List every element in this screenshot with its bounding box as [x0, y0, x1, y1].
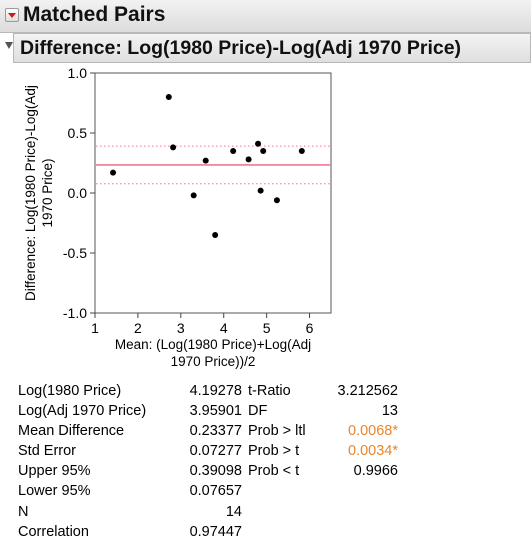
- red-triangle-menu-icon[interactable]: [5, 8, 19, 22]
- y-tick-label: -1.0: [63, 305, 87, 321]
- x-tick-label: 2: [134, 320, 142, 336]
- stat-label: N: [18, 503, 29, 520]
- stat-label: Upper 95%: [18, 463, 91, 480]
- stat-value: 3.95901: [189, 403, 242, 420]
- stat-value: 14: [225, 503, 242, 520]
- x-axis-title-line: 1970 Price))/2: [171, 354, 256, 369]
- stat-value: 4.19278: [189, 383, 242, 399]
- x-tick-label: 1: [91, 320, 99, 336]
- x-axis-title-line: Mean: (Log(1980 Price)+Log(Adj: [115, 337, 311, 352]
- stat-value: 0.23377: [189, 423, 242, 440]
- x-tick-label: 4: [220, 320, 228, 336]
- stat-label: Log(1980 Price): [18, 383, 122, 399]
- data-point: [255, 140, 262, 147]
- stat-label: Correlation: [18, 523, 89, 540]
- test-label: Prob > t: [248, 443, 300, 460]
- y-tick-label: 1.0: [68, 65, 88, 81]
- x-tick-label: 5: [263, 320, 271, 336]
- difference-outline-header[interactable]: Difference: Log(1980 Price)-Log(Adj 1970…: [13, 33, 531, 63]
- test-label: DF: [248, 403, 268, 420]
- test-value: 0.0034*: [348, 443, 398, 460]
- x-tick-label: 3: [177, 320, 185, 336]
- data-point: [165, 94, 172, 100]
- plot-frame: [94, 72, 332, 314]
- data-point: [110, 169, 117, 176]
- data-point: [230, 148, 237, 154]
- stat-value: 0.07657: [189, 483, 242, 500]
- data-point: [212, 232, 219, 238]
- test-label: Prob < t: [248, 463, 300, 480]
- data-point: [257, 187, 264, 194]
- stat-label: Std Error: [18, 443, 77, 460]
- outline-title: Difference: Log(1980 Price)-Log(Adj 1970…: [20, 37, 462, 59]
- stat-label: Lower 95%: [18, 483, 91, 500]
- x-tick-label: 6: [306, 320, 314, 336]
- y-tick-label: 0.5: [68, 125, 88, 141]
- stat-value: 0.97447: [189, 523, 242, 540]
- matched-pairs-header[interactable]: Matched Pairs: [0, 0, 531, 33]
- test-value: 0.9966: [353, 463, 398, 480]
- report-title: Matched Pairs: [23, 3, 166, 26]
- stat-label: Mean Difference: [18, 423, 125, 440]
- stat-label: Log(Adj 1970 Price): [18, 403, 147, 420]
- y-axis-title-line: Difference: Log(1980 Price)-Log(Adj: [23, 85, 38, 301]
- data-point: [273, 197, 280, 204]
- data-point: [190, 192, 197, 199]
- test-label: Prob > ltl: [248, 423, 306, 440]
- test-value: 0.0068*: [348, 423, 398, 440]
- test-value: 13: [381, 403, 398, 420]
- data-point: [260, 148, 267, 154]
- y-axis-title-line: 1970 Price): [40, 158, 55, 227]
- data-point: [202, 157, 209, 164]
- data-point: [298, 148, 305, 154]
- data-point: [170, 144, 177, 151]
- test-value: 3.212562: [337, 383, 398, 399]
- data-point: [245, 156, 252, 163]
- y-tick-label: 0.0: [68, 185, 88, 201]
- y-tick-label: -0.5: [63, 245, 87, 261]
- stat-value: 0.07277: [189, 443, 242, 460]
- test-label: t-Ratio: [248, 383, 291, 399]
- disclosure-triangle-icon[interactable]: [5, 42, 13, 49]
- stat-value: 0.39098: [189, 463, 242, 480]
